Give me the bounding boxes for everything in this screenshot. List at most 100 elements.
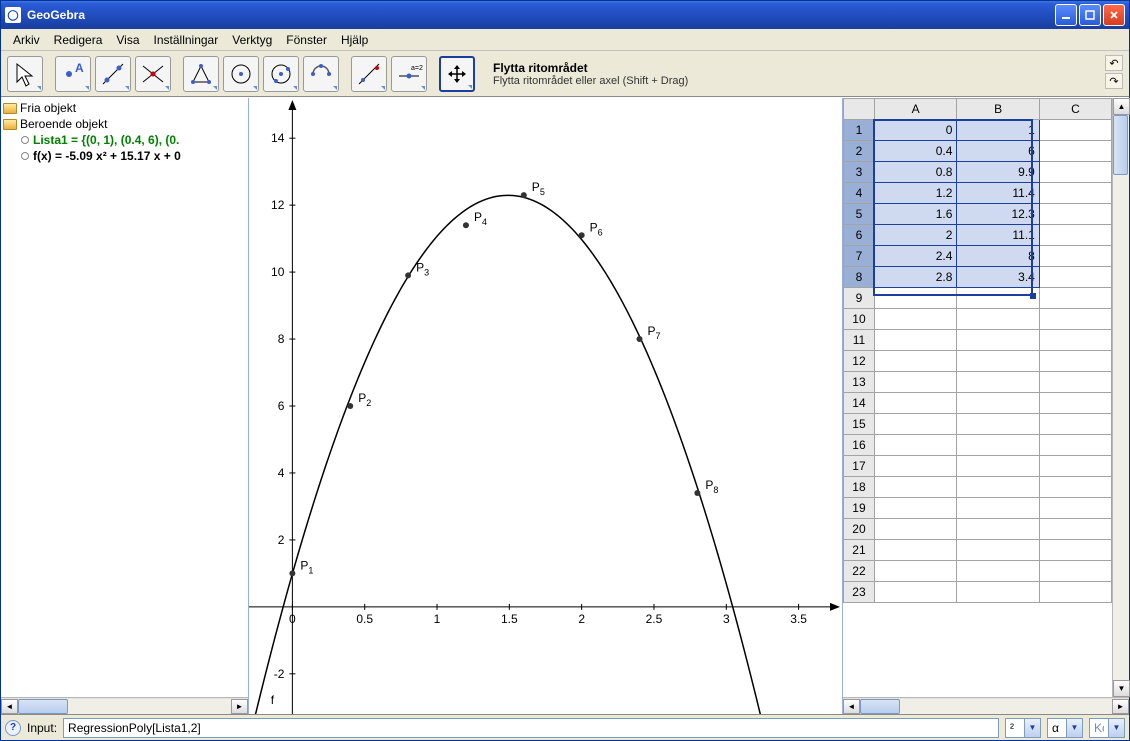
row-header[interactable]: 19 [844, 498, 875, 519]
row-header[interactable]: 1 [844, 120, 875, 141]
cell-B22[interactable] [957, 561, 1039, 582]
scroll-right-icon[interactable]: ► [231, 699, 248, 714]
scroll-left-icon[interactable]: ◄ [1, 699, 18, 714]
cell-A6[interactable]: 2 [874, 225, 956, 246]
row-header[interactable]: 15 [844, 414, 875, 435]
corner-cell[interactable] [844, 99, 875, 120]
cell-C10[interactable] [1039, 309, 1111, 330]
row-header[interactable]: 7 [844, 246, 875, 267]
tool-button-3[interactable] [135, 56, 171, 92]
cell-B23[interactable] [957, 582, 1039, 603]
cell-B19[interactable] [957, 498, 1039, 519]
tool-button-6[interactable] [263, 56, 299, 92]
algebra-tree[interactable]: Fria objektBeroende objektLista1 = {(0, … [1, 98, 248, 697]
menu-hjälp[interactable]: Hjälp [335, 31, 374, 49]
cell-B12[interactable] [957, 351, 1039, 372]
cell-A17[interactable] [874, 456, 956, 477]
minimize-button[interactable] [1055, 4, 1077, 26]
menu-fönster[interactable]: Fönster [280, 31, 333, 49]
cell-C9[interactable] [1039, 288, 1111, 309]
spreadsheet-vscroll[interactable]: ▲ ▼ [1112, 98, 1129, 697]
row-header[interactable]: 12 [844, 351, 875, 372]
scroll-up-icon[interactable]: ▲ [1113, 98, 1130, 115]
graphics-view[interactable]: 00.511.522.533.5-22468101214fP1P2P3P4P5P… [249, 98, 843, 714]
cell-C1[interactable] [1039, 120, 1111, 141]
cell-A15[interactable] [874, 414, 956, 435]
cell-B9[interactable] [957, 288, 1039, 309]
tool-button-9[interactable]: a=2 [391, 56, 427, 92]
titlebar[interactable]: ◯ GeoGebra [1, 1, 1129, 29]
cell-C2[interactable] [1039, 141, 1111, 162]
visibility-dot-icon[interactable] [21, 152, 29, 160]
cell-C12[interactable] [1039, 351, 1111, 372]
spreadsheet-hscroll[interactable]: ◄ ► [843, 697, 1129, 714]
cell-B10[interactable] [957, 309, 1039, 330]
visibility-dot-icon[interactable] [21, 136, 29, 144]
tool-button-2[interactable] [95, 56, 131, 92]
col-header-B[interactable]: B [957, 99, 1039, 120]
cell-A5[interactable]: 1.6 [874, 204, 956, 225]
cell-A7[interactable]: 2.4 [874, 246, 956, 267]
row-header[interactable]: 5 [844, 204, 875, 225]
cell-A20[interactable] [874, 519, 956, 540]
cell-A3[interactable]: 0.8 [874, 162, 956, 183]
menu-inställningar[interactable]: Inställningar [148, 31, 225, 49]
cell-C7[interactable] [1039, 246, 1111, 267]
cell-B4[interactable]: 11.4 [957, 183, 1039, 204]
cell-C20[interactable] [1039, 519, 1111, 540]
col-header-C[interactable]: C [1039, 99, 1111, 120]
cell-C14[interactable] [1039, 393, 1111, 414]
tree-folder[interactable]: Fria objekt [3, 100, 246, 116]
row-header[interactable]: 2 [844, 141, 875, 162]
cell-A16[interactable] [874, 435, 956, 456]
menu-redigera[interactable]: Redigera [48, 31, 109, 49]
row-header[interactable]: 16 [844, 435, 875, 456]
cell-A9[interactable] [874, 288, 956, 309]
row-header[interactable]: 22 [844, 561, 875, 582]
row-header[interactable]: 20 [844, 519, 875, 540]
tool-button-4[interactable] [183, 56, 219, 92]
tool-button-10[interactable] [439, 56, 475, 92]
cell-B3[interactable]: 9.9 [957, 162, 1039, 183]
cell-B14[interactable] [957, 393, 1039, 414]
cell-C5[interactable] [1039, 204, 1111, 225]
tool-button-7[interactable] [303, 56, 339, 92]
cell-C11[interactable] [1039, 330, 1111, 351]
cell-A14[interactable] [874, 393, 956, 414]
scroll-down-icon[interactable]: ▼ [1113, 680, 1130, 697]
cell-A1[interactable]: 0 [874, 120, 956, 141]
cell-C19[interactable] [1039, 498, 1111, 519]
menu-verktyg[interactable]: Verktyg [226, 31, 278, 49]
tree-leaf[interactable]: Lista1 = {(0, 1), (0.4, 6), (0. [3, 132, 246, 148]
row-header[interactable]: 10 [844, 309, 875, 330]
command-input[interactable] [63, 718, 999, 738]
tree-leaf[interactable]: f(x) = -5.09 x² + 15.17 x + 0 [3, 148, 246, 164]
cell-A12[interactable] [874, 351, 956, 372]
cell-C17[interactable] [1039, 456, 1111, 477]
cell-B2[interactable]: 6 [957, 141, 1039, 162]
menu-arkiv[interactable]: Arkiv [7, 31, 46, 49]
tree-folder[interactable]: Beroende objekt [3, 116, 246, 132]
row-header[interactable]: 23 [844, 582, 875, 603]
cell-B20[interactable] [957, 519, 1039, 540]
cell-A8[interactable]: 2.8 [874, 267, 956, 288]
cell-A22[interactable] [874, 561, 956, 582]
tool-button-8[interactable] [351, 56, 387, 92]
undo-icon[interactable]: ↶ [1105, 55, 1123, 71]
help-icon[interactable]: ? [5, 720, 21, 736]
tool-button-0[interactable] [7, 56, 43, 92]
cell-C21[interactable] [1039, 540, 1111, 561]
cell-C16[interactable] [1039, 435, 1111, 456]
cell-B18[interactable] [957, 477, 1039, 498]
scroll-right-icon[interactable]: ► [1112, 699, 1129, 714]
cell-A13[interactable] [874, 372, 956, 393]
tool-button-5[interactable] [223, 56, 259, 92]
cell-C22[interactable] [1039, 561, 1111, 582]
cell-C4[interactable] [1039, 183, 1111, 204]
tool-button-1[interactable]: A [55, 56, 91, 92]
cell-A21[interactable] [874, 540, 956, 561]
cell-C8[interactable] [1039, 267, 1111, 288]
row-header[interactable]: 14 [844, 393, 875, 414]
cell-B6[interactable]: 11.1 [957, 225, 1039, 246]
cell-A18[interactable] [874, 477, 956, 498]
